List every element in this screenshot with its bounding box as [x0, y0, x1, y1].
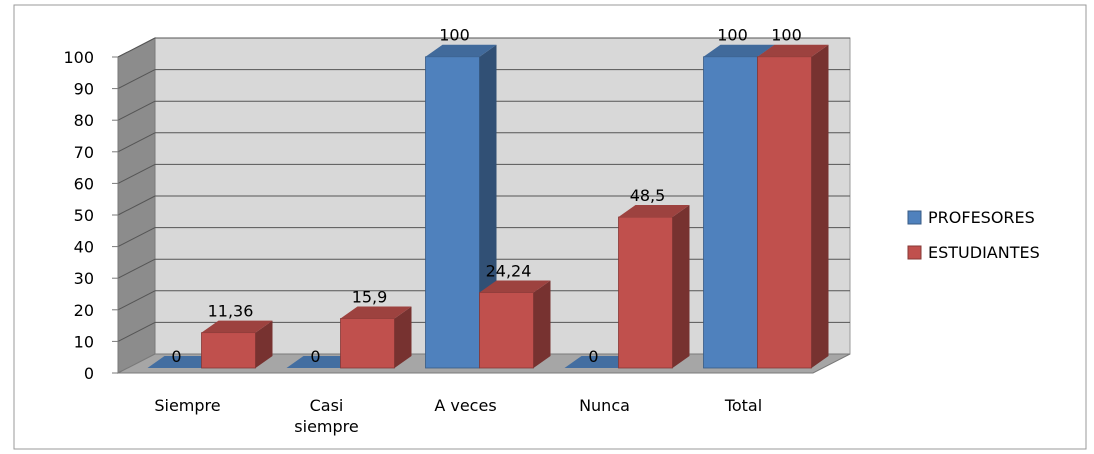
gridline-side: [117, 163, 156, 184]
bar-side: [533, 280, 551, 368]
data-label: 0: [310, 347, 320, 366]
y-tick-label: 90: [74, 80, 94, 99]
gridline-side: [117, 132, 156, 153]
bar-front: [757, 56, 812, 369]
gridline-side: [117, 258, 156, 279]
bar-top: [757, 44, 829, 57]
gridline-side: [117, 195, 156, 216]
bar-top: [201, 320, 273, 333]
bar-front: [340, 318, 395, 369]
bar-flat: [147, 356, 219, 368]
gridline-side: [117, 321, 156, 342]
legend-swatch: [907, 245, 922, 260]
bar-side: [394, 306, 412, 368]
bar-front: [425, 56, 480, 369]
bar-top: [703, 44, 775, 57]
x-axis-labels: Siempre Casi siempre A veces Nunca Total: [154, 396, 762, 436]
gridline-side: [117, 290, 156, 311]
bar-top: [618, 205, 690, 218]
data-label: 100: [439, 26, 470, 45]
gridline-side: [117, 37, 156, 58]
data-labels: 0 11,36 0 15,9 100 24,24 0 48,5 100 100: [171, 26, 801, 366]
legend-label: PROFESORES: [928, 208, 1035, 227]
bar-front: [618, 216, 673, 369]
y-tick-label: 70: [74, 143, 94, 162]
bar-top: [479, 280, 551, 293]
data-label: 0: [171, 347, 181, 366]
legend: PROFESORES ESTUDIANTES: [907, 208, 1040, 262]
y-tick-label: 100: [63, 48, 94, 67]
y-tick-label: 0: [84, 364, 94, 383]
y-tick-label: 50: [74, 206, 94, 225]
y-tick-label: 40: [74, 238, 94, 257]
bar-side: [811, 44, 829, 369]
y-tick-label: 10: [74, 332, 94, 351]
x-tick-label: Nunca: [579, 396, 630, 415]
y-tick-label: 20: [74, 301, 94, 320]
data-label: 48,5: [630, 186, 666, 205]
data-label: 15,9: [352, 288, 388, 307]
gridline-side: [117, 69, 156, 90]
bars: [147, 44, 829, 369]
bar-flat: [564, 356, 636, 368]
bar-side: [255, 320, 273, 368]
x-tick-label: Total: [724, 396, 762, 415]
bar-front: [479, 292, 534, 369]
x-tick-label: Casi: [310, 396, 344, 415]
bar-top: [425, 44, 497, 57]
bar-top: [340, 306, 412, 319]
data-label: 0: [588, 347, 598, 366]
bar-front: [703, 56, 758, 369]
y-tick-label: 60: [74, 174, 94, 193]
data-label: 100: [771, 26, 802, 45]
x-tick-label: A veces: [434, 396, 496, 415]
y-axis: 0 10 20 30 40 50 60 70 80 90 100: [63, 48, 813, 383]
y-tick-label: 30: [74, 269, 94, 288]
bar-front: [201, 332, 256, 369]
x-tick-label: siempre: [294, 417, 358, 436]
legend-swatch: [907, 210, 922, 225]
data-label: 24,24: [486, 262, 532, 281]
bar-side: [672, 205, 690, 368]
gridline-side: [117, 227, 156, 248]
bar-flat: [286, 356, 358, 368]
x-tick-label: Siempre: [154, 396, 220, 415]
legend-label: ESTUDIANTES: [928, 243, 1040, 262]
y-tick-label: 80: [74, 111, 94, 130]
data-label: 11,36: [208, 302, 254, 321]
gridline-side: [117, 100, 156, 121]
data-label: 100: [717, 26, 748, 45]
